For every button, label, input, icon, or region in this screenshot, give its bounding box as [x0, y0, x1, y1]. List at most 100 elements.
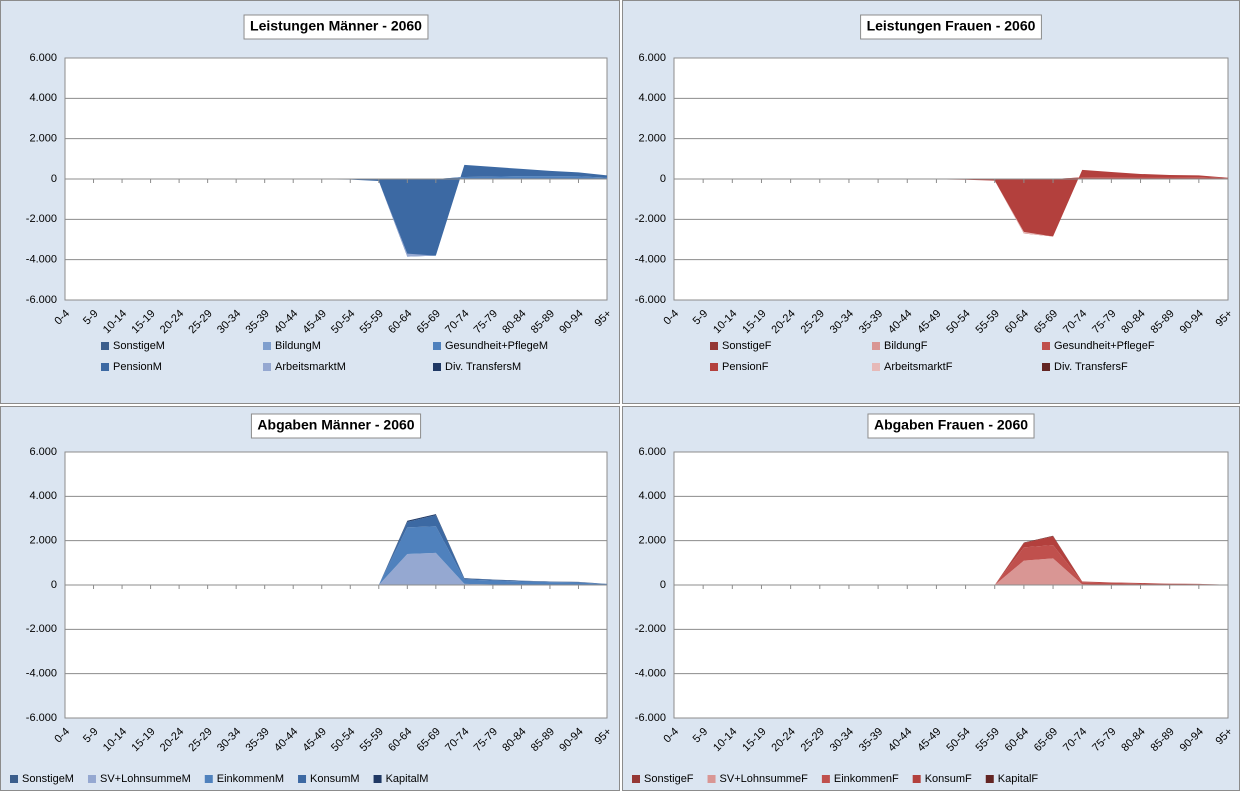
chart-panel: -6.000 -4.000 -2.000 0 2.000 4.000 6.000 0-4 5-9…	[622, 406, 1240, 791]
x-tick-label: 60-64	[386, 308, 414, 336]
legend-label: SonstigeM	[22, 773, 74, 785]
y-tick-label: -2.000	[635, 623, 666, 635]
title-box	[860, 14, 1042, 40]
x-tick-label: 75-79	[1090, 726, 1118, 754]
y-tick-label: 2.000	[638, 133, 666, 145]
legend-swatch	[101, 342, 109, 350]
y-tick-label: -6.000	[26, 294, 57, 306]
legend-swatch	[710, 342, 718, 350]
x-tick-label: 65-69	[1032, 726, 1060, 754]
legend-swatch	[433, 363, 441, 371]
x-tick-label: 45-49	[301, 726, 329, 754]
legend-label: SonstigeF	[644, 773, 694, 785]
y-tick-label: -4.000	[635, 668, 666, 680]
legend: SonstigeM BildungM Gesundheit+PflegeM Pensi…	[101, 340, 548, 373]
x-tick-label: 60-64	[1003, 726, 1031, 754]
x-tick-label: 10-14	[101, 308, 129, 336]
legend-swatch	[10, 775, 18, 783]
x-tick-label: 10-14	[711, 726, 739, 754]
legend-label: SonstigeF	[722, 340, 772, 352]
legend-label: ArbeitsmarktM	[275, 361, 346, 373]
x-tick-label: 50-54	[329, 726, 357, 754]
y-tick-label: -4.000	[26, 668, 57, 680]
x-tick-label: 10-14	[711, 308, 739, 336]
chart-title: Abgaben Frauen - 2060	[874, 417, 1028, 433]
y-tick-label: -2.000	[635, 213, 666, 225]
legend-label: EinkommenM	[217, 773, 284, 785]
x-tick-label: 80-84	[500, 726, 528, 754]
legend-label: BildungF	[884, 340, 928, 352]
x-tick-label: 80-84	[1119, 726, 1147, 754]
title-box	[867, 413, 1035, 439]
x-tick-label: 85-89	[1148, 308, 1176, 336]
legend-swatch	[101, 363, 109, 371]
y-tick-label: 4.000	[638, 92, 666, 104]
x-tick-label: 40-44	[886, 726, 914, 754]
x-tick-label: 25-29	[186, 726, 214, 754]
x-tick-label: 0-4	[52, 308, 72, 328]
x-tick-label: 70-74	[443, 308, 471, 336]
x-tick-label: 5-9	[81, 308, 101, 328]
x-tick-label: 85-89	[1148, 726, 1176, 754]
legend-swatch	[872, 342, 880, 350]
legend-label: Gesundheit+PflegeM	[445, 340, 548, 352]
y-tick-label: -2.000	[26, 623, 57, 635]
x-tick-label: 90-94	[557, 726, 585, 754]
x-tick-label: 35-39	[243, 308, 271, 336]
legend-swatch	[1042, 363, 1050, 371]
x-tick-label: 0-4	[661, 726, 681, 746]
x-tick-label: 20-24	[769, 308, 797, 336]
x-tick-label: 25-29	[186, 308, 214, 336]
title-box	[243, 14, 429, 40]
chart-title: Leistungen Männer - 2060	[250, 18, 422, 34]
x-tick-label: 85-89	[529, 308, 557, 336]
legend-swatch	[263, 363, 271, 371]
y-tick-label: 4.000	[29, 92, 57, 104]
legend: SonstigeM SV+LohnsummeM EinkommenM KonsumM K…	[10, 773, 428, 785]
chart-panel: -6.000 -4.000 -2.000 0 2.000 4.000 6.000 0-4 5-9…	[0, 406, 620, 791]
x-tick-label: 0-4	[661, 308, 681, 328]
x-tick-label: 30-34	[215, 308, 243, 336]
legend-label: Div. TransfersF	[1054, 361, 1128, 373]
x-tick-label: 75-79	[472, 308, 500, 336]
x-tick-label: 65-69	[1032, 308, 1060, 336]
x-tick-label: 95+	[1213, 726, 1235, 748]
x-tick-label: 15-19	[129, 308, 157, 336]
x-tick-label: 25-29	[799, 726, 827, 754]
y-tick-label: -6.000	[635, 294, 666, 306]
x-tick-label: 5-9	[691, 308, 711, 328]
chart-title: Abgaben Männer - 2060	[257, 417, 414, 433]
x-tick-label: 20-24	[769, 726, 797, 754]
x-tick-label: 15-19	[740, 726, 768, 754]
y-tick-label: 4.000	[638, 490, 666, 502]
legend: SonstigeF SV+LohnsummeF EinkommenF KonsumF K…	[632, 773, 1038, 785]
y-tick-label: 0	[51, 173, 57, 185]
x-tick-label: 20-24	[158, 726, 186, 754]
x-tick-label: 45-49	[915, 308, 943, 336]
area	[65, 176, 607, 179]
y-tick-label: 2.000	[29, 133, 57, 145]
legend-label: PensionF	[722, 361, 769, 373]
x-tick-label: 70-74	[443, 726, 471, 754]
x-tick-label: 55-59	[974, 308, 1002, 336]
y-tick-label: 6.000	[638, 52, 666, 64]
y-tick-label: -6.000	[635, 712, 666, 724]
x-tick-label: 90-94	[557, 308, 585, 336]
x-tick-label: 60-64	[386, 726, 414, 754]
x-tick-label: 35-39	[857, 308, 885, 336]
x-tick-label: 65-69	[415, 308, 443, 336]
x-tick-label: 40-44	[272, 726, 300, 754]
x-tick-label: 80-84	[500, 308, 528, 336]
x-tick-label: 5-9	[691, 726, 711, 746]
x-tick-label: 50-54	[944, 726, 972, 754]
legend-swatch	[87, 775, 96, 783]
legend-swatch	[710, 363, 718, 371]
y-tick-label: -2.000	[26, 213, 57, 225]
legend-swatch	[985, 775, 994, 783]
x-tick-label: 55-59	[974, 726, 1002, 754]
x-tick-label: 85-89	[529, 726, 557, 754]
x-tick-label: 90-94	[1178, 308, 1206, 336]
x-tick-label: 75-79	[472, 726, 500, 754]
legend-swatch	[1042, 342, 1050, 350]
